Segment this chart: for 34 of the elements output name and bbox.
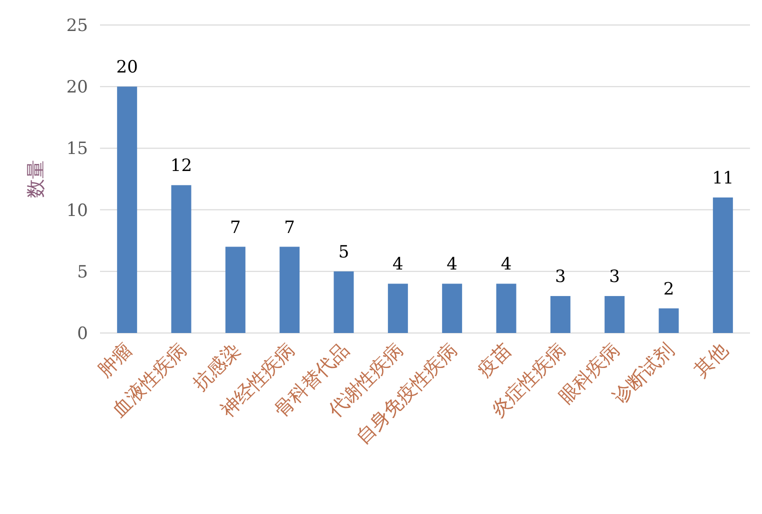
y-tick-label: 0 — [77, 324, 88, 344]
data-label: 4 — [392, 254, 404, 275]
bar — [604, 296, 625, 333]
data-label: 11 — [712, 168, 734, 188]
y-tick-label: 5 — [77, 262, 88, 282]
data-label: 3 — [609, 267, 620, 288]
data-label: 5 — [338, 242, 350, 262]
bar — [388, 284, 408, 333]
bar — [225, 246, 246, 333]
y-tick-label: 10 — [66, 200, 88, 221]
bar — [658, 308, 679, 333]
bar — [550, 296, 570, 333]
bar — [712, 197, 733, 333]
data-label: 7 — [284, 218, 295, 238]
data-label: 7 — [230, 218, 241, 238]
bar — [280, 246, 300, 333]
x-tick-label: 肿瘤 — [94, 338, 137, 382]
x-tick-label: 其他 — [690, 338, 732, 382]
bar — [496, 284, 516, 333]
data-label: 4 — [500, 254, 512, 275]
bar — [442, 284, 462, 333]
y-tick-label: 25 — [66, 16, 88, 36]
data-label: 20 — [116, 58, 138, 78]
data-label: 3 — [555, 267, 566, 288]
data-label: 4 — [446, 254, 458, 275]
y-tick-label: 20 — [66, 78, 88, 98]
x-tick-label: 疫苗 — [473, 338, 516, 382]
y-axis-title: 数量 — [25, 160, 47, 198]
bar — [334, 271, 354, 333]
data-label: 2 — [663, 279, 674, 300]
y-tick-label: 15 — [66, 139, 88, 160]
data-label: 12 — [170, 156, 192, 176]
bar — [171, 185, 192, 333]
bar — [117, 86, 138, 333]
